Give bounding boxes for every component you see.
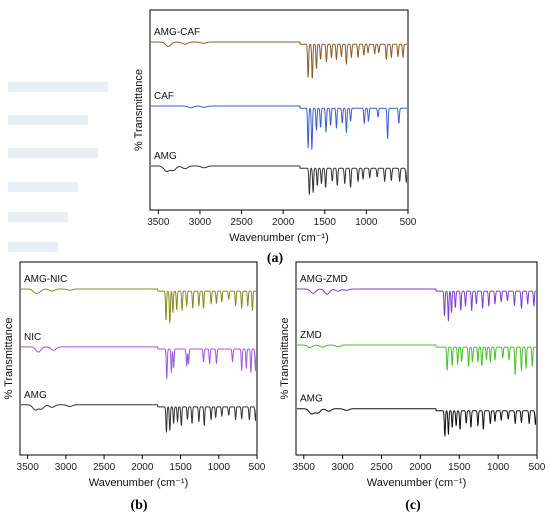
x-tick-label-a-1500: 1500 bbox=[314, 217, 337, 228]
series-line-c-zmd bbox=[297, 344, 536, 376]
plot-frame-a bbox=[149, 9, 409, 211]
series-label-c-amg: AMG bbox=[300, 394, 323, 405]
x-tick-label-c-3000: 3000 bbox=[332, 462, 355, 473]
x-axis-title-a: Wavenumber (cm⁻¹) bbox=[229, 232, 329, 244]
series-line-b-amg bbox=[21, 404, 256, 433]
series-line-c-amg-zmd bbox=[297, 288, 536, 322]
panel-a: 3500 3000 2500 2000 1500 1000 500 Wavenumber (c… bbox=[133, 9, 417, 244]
series-line-b-nic bbox=[21, 346, 256, 380]
x-tick-label-b-3000: 3000 bbox=[55, 462, 78, 473]
x-tick-label-a-3000: 3000 bbox=[189, 217, 212, 228]
panel-label-c: (c) bbox=[405, 498, 421, 513]
x-tick-label-a-2000: 2000 bbox=[272, 217, 295, 228]
x-axis-title-c: Wavenumber (cm⁻¹) bbox=[367, 477, 467, 489]
background-artifacts bbox=[8, 82, 108, 252]
series-line-a-amg bbox=[151, 165, 407, 195]
series-label-b-amg: AMG bbox=[24, 390, 47, 401]
series-label-a-amg: AMG bbox=[154, 151, 177, 162]
x-tick-label-b-2000: 2000 bbox=[131, 462, 154, 473]
plot-frame-b bbox=[19, 261, 258, 456]
panel-c: 3500 3000 2500 2000 1500 1000 500 Wavenumber (c… bbox=[279, 261, 546, 489]
y-axis-title-b: % Transmittance bbox=[3, 318, 15, 400]
series-line-c-amg bbox=[297, 408, 536, 437]
x-tick-label-a-500: 500 bbox=[400, 217, 417, 228]
x-tick-label-b-2500: 2500 bbox=[93, 462, 116, 473]
x-tick-label-c-1000: 1000 bbox=[487, 462, 510, 473]
series-label-c-zmd: ZMD bbox=[300, 330, 322, 341]
x-tick-label-a-2500: 2500 bbox=[230, 217, 253, 228]
series-line-b-amg-nic bbox=[21, 288, 256, 324]
x-tick-label-c-2500: 2500 bbox=[370, 462, 393, 473]
series-label-c-amg-zmd: AMG-ZMD bbox=[300, 274, 348, 285]
x-tick-label-b-1500: 1500 bbox=[169, 462, 192, 473]
series-label-b-amg-nic: AMG-NIC bbox=[24, 274, 67, 285]
x-tick-label-b-3500: 3500 bbox=[17, 462, 40, 473]
plot-frame-c bbox=[295, 261, 538, 456]
x-axis-title-b: Wavenumber (cm⁻¹) bbox=[89, 477, 189, 489]
y-axis-title-a: % Transmittance bbox=[133, 69, 145, 151]
series-line-a-amg-caf bbox=[151, 41, 407, 79]
x-tick-label-b-500: 500 bbox=[249, 462, 266, 473]
panel-label-a: (a) bbox=[267, 251, 284, 266]
series-label-a-amg-caf: AMG-CAF bbox=[154, 27, 200, 38]
series-label-b-nic: NIC bbox=[24, 332, 41, 343]
series-label-a-caf: CAF bbox=[154, 91, 174, 102]
x-tick-label-c-2000: 2000 bbox=[409, 462, 432, 473]
x-tick-label-b-1000: 1000 bbox=[208, 462, 231, 473]
x-tick-label-a-1000: 1000 bbox=[355, 217, 378, 228]
panel-label-b: (b) bbox=[130, 498, 147, 513]
y-axis-title-c: % Transmittance bbox=[279, 318, 291, 400]
x-tick-label-a-3500: 3500 bbox=[147, 217, 170, 228]
x-tick-label-c-1500: 1500 bbox=[448, 462, 471, 473]
panel-b: 3500 3000 2500 2000 1500 1000 500 Wavenumber (c… bbox=[3, 261, 266, 489]
x-tick-label-c-500: 500 bbox=[529, 462, 546, 473]
series-line-a-caf bbox=[151, 105, 407, 150]
x-tick-label-c-3500: 3500 bbox=[293, 462, 316, 473]
